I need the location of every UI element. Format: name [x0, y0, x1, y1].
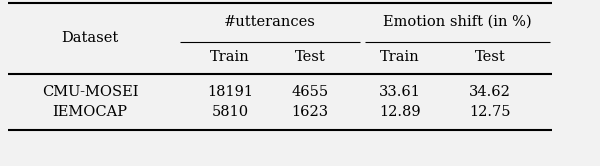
Text: Emotion shift (in %): Emotion shift (in %)	[383, 15, 532, 29]
Text: 5810: 5810	[211, 105, 248, 119]
Text: #utterances: #utterances	[224, 15, 316, 29]
Text: IEMOCAP: IEMOCAP	[53, 105, 128, 119]
Text: 12.89: 12.89	[379, 105, 421, 119]
Text: Train: Train	[210, 50, 250, 64]
Text: Dataset: Dataset	[61, 32, 119, 45]
Text: Test: Test	[475, 50, 505, 64]
Text: Test: Test	[295, 50, 325, 64]
Text: 1623: 1623	[292, 105, 329, 119]
Text: 12.75: 12.75	[469, 105, 511, 119]
Text: 34.62: 34.62	[469, 85, 511, 99]
Text: CMU-MOSEI: CMU-MOSEI	[42, 85, 138, 99]
Text: 33.61: 33.61	[379, 85, 421, 99]
Text: 18191: 18191	[207, 85, 253, 99]
Text: Train: Train	[380, 50, 420, 64]
Text: 4655: 4655	[292, 85, 329, 99]
